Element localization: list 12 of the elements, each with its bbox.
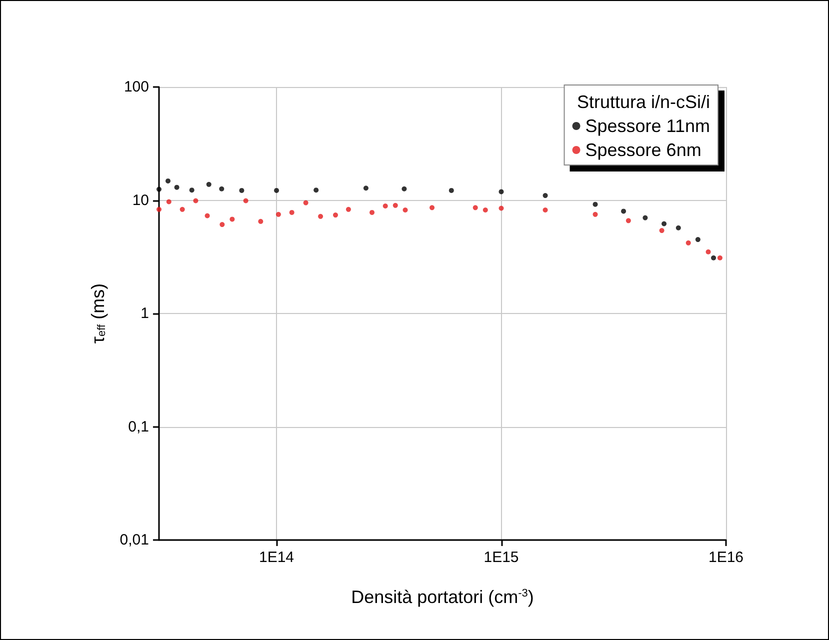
x-tick-label: 1E15 <box>484 549 519 566</box>
y-tick-label: 0,1 <box>128 418 149 436</box>
y-tick-label: 10 <box>132 192 149 209</box>
y-tick-label: 1 <box>140 305 149 322</box>
x-tick-label: 1E16 <box>708 549 744 566</box>
legend-title: Struttura i/n-cSi/i <box>576 92 710 112</box>
y-tick-label: 0,01 <box>120 532 149 548</box>
y-tick-label: 100 <box>124 78 149 96</box>
y-axis-title: τeff (ms) <box>88 283 108 344</box>
legend-label: Spessore 11nm <box>585 116 710 136</box>
legend-label: Spessore 6nm <box>585 140 702 160</box>
x-tick-label: 1E14 <box>258 549 294 566</box>
